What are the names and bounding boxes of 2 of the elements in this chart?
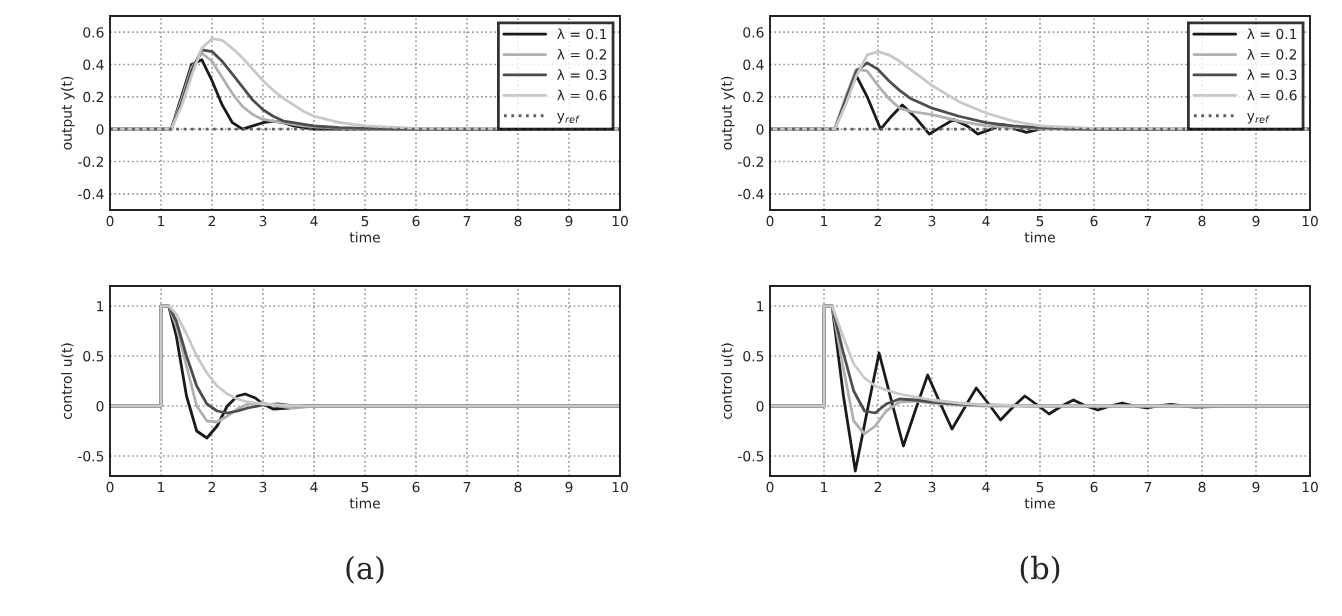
text: (b) [1020, 555, 1060, 584]
text: (a) [346, 555, 384, 584]
